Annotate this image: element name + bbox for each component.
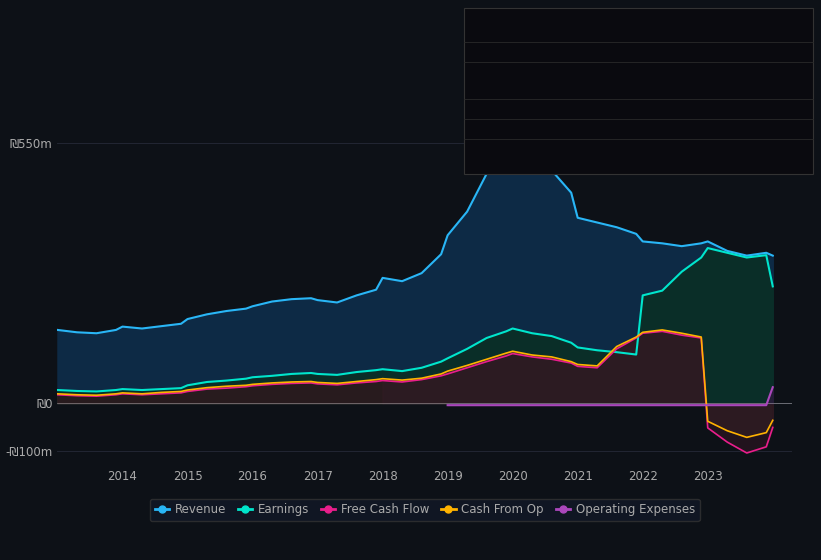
Text: Dec 31 2023: Dec 31 2023	[474, 21, 566, 34]
Text: ₪312.249m: ₪312.249m	[624, 45, 696, 55]
Text: Earnings: Earnings	[474, 65, 522, 75]
Text: /yr: /yr	[718, 45, 737, 55]
Text: -₪36.366m: -₪36.366m	[624, 122, 693, 132]
Text: 79.0%: 79.0%	[624, 81, 663, 91]
Text: Operating Expenses: Operating Expenses	[474, 142, 586, 152]
Text: Revenue: Revenue	[474, 45, 522, 55]
Text: /yr: /yr	[718, 142, 737, 152]
Text: ₪33.876m: ₪33.876m	[624, 142, 688, 152]
Text: /yr: /yr	[718, 102, 737, 112]
Text: ₪246.662m: ₪246.662m	[624, 65, 697, 75]
Text: Free Cash Flow: Free Cash Flow	[474, 102, 557, 112]
Text: /yr: /yr	[718, 65, 737, 75]
Legend: Revenue, Earnings, Free Cash Flow, Cash From Op, Operating Expenses: Revenue, Earnings, Free Cash Flow, Cash …	[150, 498, 699, 521]
Text: Cash From Op: Cash From Op	[474, 122, 552, 132]
Text: -₪50.740m: -₪50.740m	[624, 102, 693, 112]
Text: profit margin: profit margin	[655, 81, 732, 91]
Text: /yr: /yr	[718, 122, 737, 132]
